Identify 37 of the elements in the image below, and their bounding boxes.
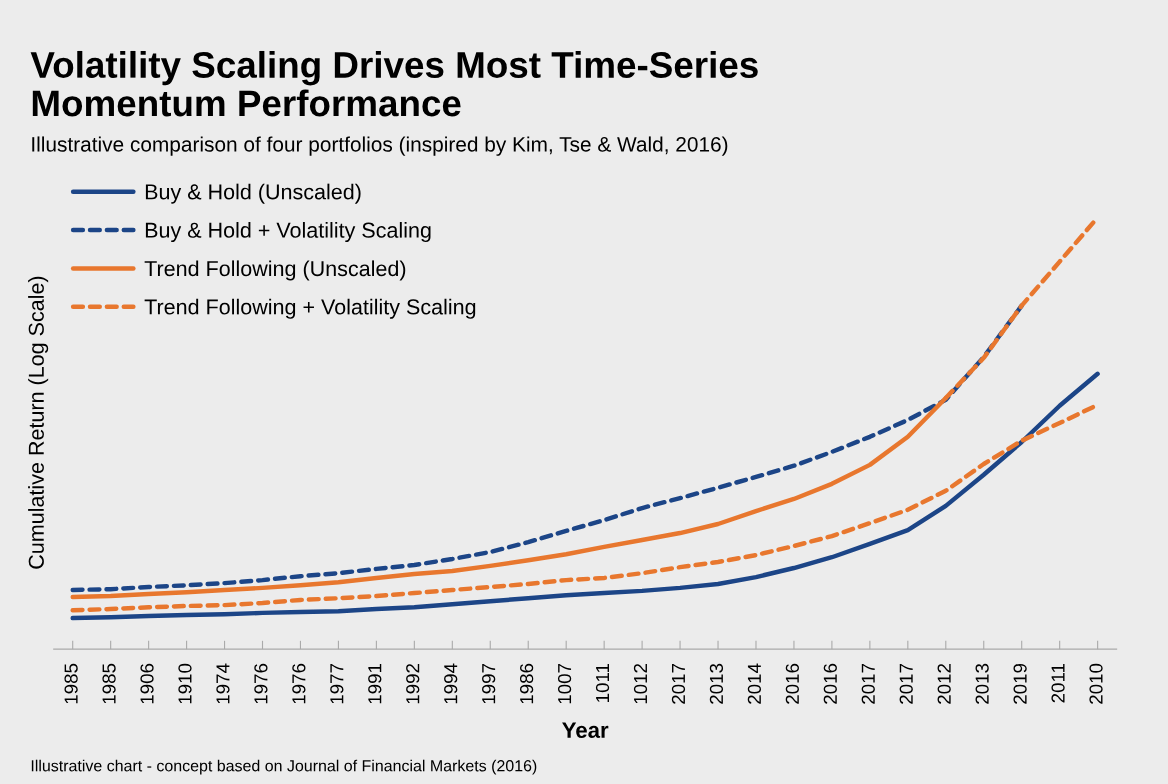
x-tick-label: 1976 <box>292 663 306 704</box>
x-tick-label: 1906 <box>140 663 154 704</box>
x-tick-label: 1011 <box>595 663 610 702</box>
legend-label: Buy & Hold (Unscaled) <box>145 183 361 204</box>
text: Illustrative chart - concept based on Journal of Financial Markets (2016) <box>31 759 537 775</box>
x-tick-label: 2012 <box>937 663 951 704</box>
x-tick-label: 2016 <box>823 663 837 704</box>
x-tick-label: 2017 <box>671 663 686 704</box>
x-tick-label: 2013 <box>975 663 989 704</box>
x-tick-label: 1976 <box>254 663 268 704</box>
chart-title: Volatility Scaling Drives Most Time-Series Momentum Performance <box>30 50 758 117</box>
x-axis-title: Year <box>562 722 609 738</box>
chart-subtitle: Illustrative comparison of four portfolios (inspired by Kim, Tse & Wald, 2016) <box>32 136 728 156</box>
x-tick-label: 2017 <box>861 663 875 704</box>
x-tick-label: 2019 <box>1013 663 1027 704</box>
x-tick-label: 1994 <box>444 663 458 704</box>
x-tick-label: 2013 <box>709 663 724 704</box>
x-tick-label: 2014 <box>747 663 762 704</box>
legend-label: Trend Following + Volatility Scaling <box>144 298 476 319</box>
x-tick-label: 1910 <box>178 663 192 704</box>
x-tick-label: 1991 <box>368 663 382 704</box>
y-axis-title: Cumulative Return (Log Scale) <box>28 276 49 569</box>
x-tick-label: 1974 <box>216 663 230 704</box>
x-tick-label: 1985 <box>64 663 78 704</box>
x-tick-label: 1986 <box>519 663 534 704</box>
x-tick-label: 2010 <box>1089 663 1103 704</box>
x-tick-label: 1985 <box>102 663 116 704</box>
x-tick-label: 2017 <box>899 663 913 704</box>
x-tick-label: 2011 <box>1051 663 1065 703</box>
x-tick-label: 1977 <box>330 663 344 704</box>
x-tick-label: 2016 <box>785 663 799 704</box>
x-tick-label: 1997 <box>482 663 496 704</box>
x-tick-label: 1992 <box>406 663 420 704</box>
legend-label: Buy & Hold + Volatility Scaling <box>145 222 431 243</box>
x-tick-label: 1007 <box>557 663 572 704</box>
legend-label: Trend Following (Unscaled) <box>144 260 406 281</box>
x-tick-label: 1012 <box>633 663 648 704</box>
